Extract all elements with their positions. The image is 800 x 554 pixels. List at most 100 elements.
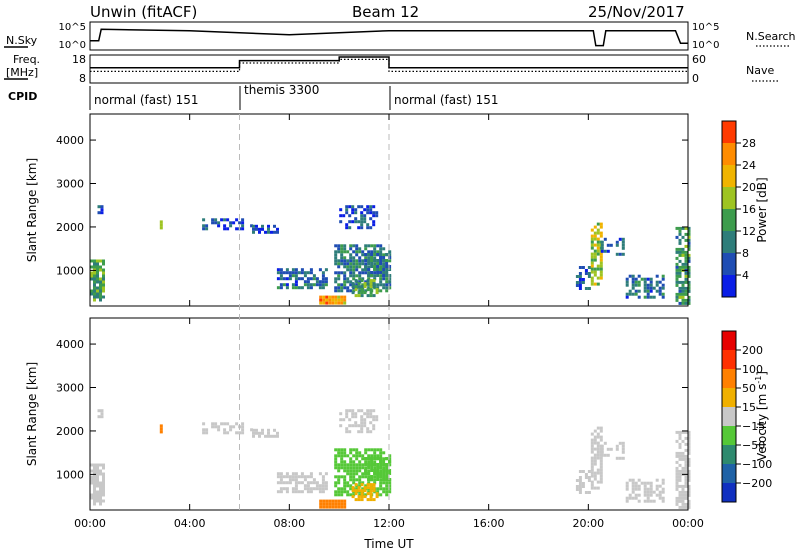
velocity-echo-cell — [621, 447, 625, 451]
velocity-echo-cell — [343, 499, 347, 503]
power-echo-cell — [346, 289, 350, 293]
velocity-echo-cell — [229, 425, 233, 429]
velocity-echo-cell — [593, 462, 597, 466]
velocity-echo-cell — [681, 439, 685, 443]
power-echo-cell — [684, 226, 688, 230]
power-echo-cell — [376, 286, 380, 290]
velocity-echo-cell — [634, 487, 638, 491]
power-echo-cell — [96, 277, 99, 281]
power-echo-cell — [351, 208, 355, 212]
power-echo-cell — [355, 262, 359, 266]
velocity-echo-cell — [255, 428, 258, 432]
power-echo-cell — [223, 218, 227, 222]
power-echo-cell — [375, 211, 379, 215]
power-echo-cell — [367, 256, 371, 260]
velocity-echo-cell — [349, 457, 353, 461]
power-echo-cell — [343, 286, 347, 290]
power-echo-cell — [214, 218, 218, 222]
velocity-echo-cell — [366, 415, 370, 419]
velocity-echo-cell — [312, 478, 316, 482]
power-echo-cell — [369, 208, 373, 212]
velocity-echo-cell — [351, 415, 355, 419]
power-echo-cell — [358, 289, 362, 293]
nave-trace — [90, 58, 688, 73]
power-echo-cell — [596, 237, 600, 241]
power-echo-cell — [678, 232, 682, 236]
velocity-echo-cell — [93, 499, 96, 503]
power-echo-cell — [324, 268, 328, 272]
velocity-echo-cell — [684, 493, 688, 497]
power-echo-cell — [337, 301, 341, 305]
velocity-echo-cell — [675, 460, 679, 464]
velocity-echo-cell — [346, 472, 350, 476]
power-echo-cell — [340, 262, 344, 266]
velocity-echo-cell — [367, 466, 371, 469]
velocity-echo-cell — [684, 484, 688, 488]
power-echo-cell — [306, 286, 310, 290]
power-echo-cell — [93, 259, 96, 263]
power-echo-cell — [348, 226, 352, 230]
velocity-echo-cell — [388, 469, 392, 472]
power-echo-cell — [334, 280, 338, 284]
power-echo-cell — [346, 268, 350, 272]
velocity-echo-cell — [294, 487, 298, 491]
power-echo-cell — [279, 277, 283, 281]
power-echo-cell — [675, 226, 679, 230]
colorbar-tick-label: 200 — [742, 344, 763, 357]
power-echo-cell — [93, 274, 96, 278]
power-echo-cell — [678, 229, 682, 233]
power-echo-cell — [634, 283, 638, 287]
velocity-echo-cell — [357, 430, 361, 434]
velocity-echo-cell — [652, 499, 656, 503]
velocity-echo-cell — [599, 456, 603, 460]
power-echo-cell — [349, 259, 353, 263]
velocity-echo-cell — [211, 422, 215, 426]
power-echo-cell — [360, 223, 364, 227]
velocity-echo-cell — [300, 490, 304, 494]
velocity-echo-cell — [267, 428, 270, 432]
velocity-echo-cell — [684, 475, 688, 479]
velocity-echo-cell — [345, 430, 349, 434]
velocity-echo-cell — [678, 451, 682, 455]
power-echo-cell — [596, 252, 600, 256]
velocity-echo-cell — [593, 438, 597, 442]
velocity-echo-cell — [211, 425, 215, 429]
velocity-echo-cell — [681, 505, 685, 509]
power-echo-cell — [235, 218, 239, 222]
power-echo-cell — [358, 277, 362, 281]
power-echo-cell — [354, 217, 358, 221]
colorbar-frame — [721, 330, 737, 503]
velocity-echo-cell — [90, 496, 93, 500]
velocity-echo-cell — [687, 493, 691, 497]
velocity-echo-cell — [369, 498, 373, 502]
power-echo-cell — [349, 271, 353, 275]
velocity-echo-cell — [202, 422, 206, 426]
velocity-echo-cell — [637, 478, 641, 482]
velocity-echo-cell — [373, 481, 377, 485]
velocity-echo-cell — [596, 444, 600, 448]
power-echo-cell — [385, 274, 389, 277]
velocity-echo-cell — [331, 499, 335, 503]
velocity-echo-cell — [637, 487, 641, 491]
power-echo-cell — [596, 282, 600, 286]
power-echo-cell — [229, 224, 233, 228]
velocity-echo-cell — [331, 502, 335, 506]
power-echo-cell — [99, 298, 102, 302]
power-echo-cell — [382, 256, 386, 259]
velocity-echo-cell — [288, 478, 292, 482]
velocity-echo-cell — [334, 499, 338, 503]
velocity-echo-cell — [590, 441, 594, 445]
velocity-echo-cell — [360, 427, 364, 431]
power-echo-cell — [315, 283, 319, 287]
power-echo-cell — [276, 277, 280, 281]
velocity-echo-cell — [223, 431, 227, 435]
velocity-echo-cell — [379, 487, 383, 491]
velocity-echo-cell — [661, 481, 665, 485]
velocity-echo-cell — [684, 430, 688, 434]
velocity-echo-cell — [363, 412, 367, 416]
power-echo-cell — [681, 298, 685, 302]
power-echo-cell — [649, 286, 653, 290]
power-echo-cell — [388, 286, 392, 290]
power-echo-cell — [300, 271, 304, 275]
y-tick-label: 2000 — [56, 425, 84, 438]
